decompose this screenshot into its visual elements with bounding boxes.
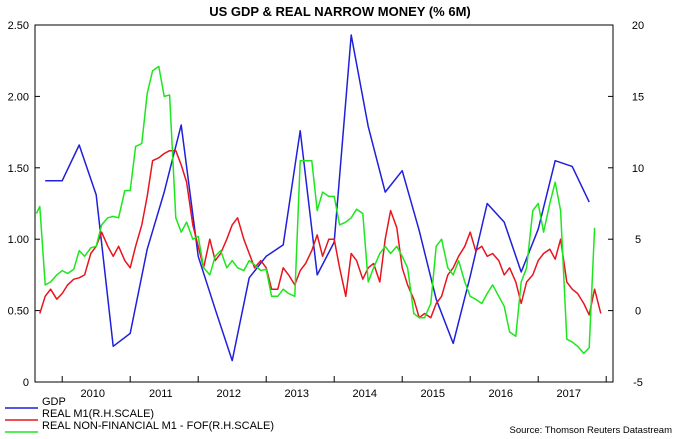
x-axis: 2010 2011 2012 2013 2014 2015 2016 2017 <box>61 376 607 400</box>
left-tick-label: 1.50 <box>8 163 29 175</box>
series-line-real-non-financial-m1-fof-r-h-scale <box>35 65 596 355</box>
series-layer <box>35 34 602 362</box>
left-tick-label: 2.50 <box>8 20 29 32</box>
right-tick-label: 10 <box>632 163 644 175</box>
x-tick-label: 2016 <box>489 388 513 400</box>
chart-title: US GDP & REAL NARROW MONEY (% 6M) <box>209 4 470 19</box>
left-tick-label: 0.50 <box>8 306 29 318</box>
x-tick-label: 2010 <box>81 388 105 400</box>
right-tick-label: 15 <box>632 91 644 103</box>
left-axis: 0 0.50 1.00 1.50 2.00 2.50 <box>8 20 40 389</box>
left-tick-label: 2.00 <box>8 91 29 103</box>
right-tick-label: 20 <box>632 20 644 32</box>
source-note: Source: Thomson Reuters Datastream <box>510 425 673 436</box>
x-tick-label: 2015 <box>421 388 445 400</box>
left-tick-label: 0 <box>23 377 29 389</box>
x-tick-label: 2012 <box>217 388 241 400</box>
x-tick-label: 2017 <box>557 388 581 400</box>
x-tick-label: 2011 <box>149 388 173 400</box>
plot-frame <box>34 24 614 383</box>
series-line-gdp <box>45 34 590 362</box>
legend-label: REAL NON-FINANCIAL M1 - FOF(R.H.SCALE) <box>42 420 274 432</box>
right-axis: -5 0 5 10 15 20 <box>608 20 644 389</box>
left-tick-label: 1.00 <box>8 234 29 246</box>
x-tick-label: 2013 <box>285 388 309 400</box>
right-tick-label: 5 <box>635 234 641 246</box>
legend-label: GDP <box>42 396 66 408</box>
legend-label: REAL M1(R.H.SCALE) <box>42 408 154 420</box>
series-line-real-m1-r-h-scale <box>39 149 602 319</box>
right-tick-label: 0 <box>635 306 641 318</box>
right-tick-label: -5 <box>633 377 643 389</box>
x-tick-label: 2014 <box>353 388 377 400</box>
